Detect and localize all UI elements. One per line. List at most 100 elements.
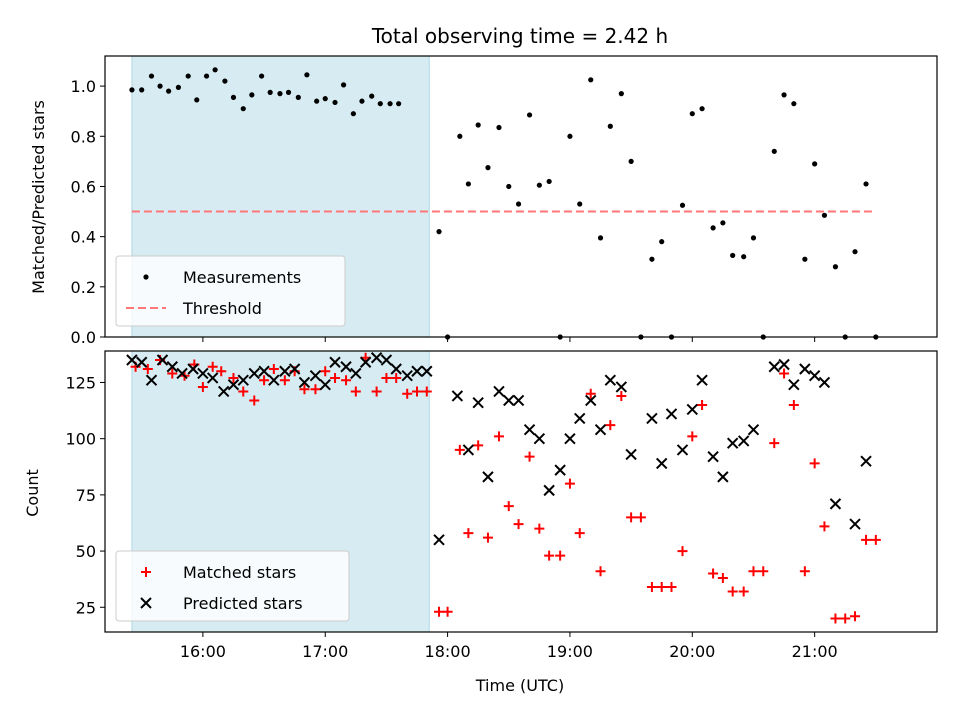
- plus-marker: [809, 458, 820, 469]
- x-marker: [523, 423, 536, 436]
- data-point: [314, 98, 320, 104]
- legend-label: Matched stars: [183, 563, 296, 582]
- x-tick-label: 18:00: [425, 642, 471, 661]
- data-point: [295, 94, 301, 100]
- plus-marker: [830, 613, 841, 624]
- plus-marker: [748, 566, 759, 577]
- plus-marker: [421, 386, 432, 397]
- data-point: [277, 91, 283, 97]
- plus-marker: [717, 573, 728, 584]
- plus-marker: [626, 512, 637, 523]
- plus-marker: [819, 521, 830, 532]
- plus-marker: [738, 586, 749, 597]
- x-marker: [462, 444, 475, 456]
- data-point: [396, 101, 402, 107]
- x-marker: [615, 381, 628, 393]
- x-marker: [665, 408, 678, 420]
- plus-marker: [861, 534, 872, 545]
- top-y-tick-label: 0.0: [71, 328, 96, 347]
- x-marker: [747, 423, 760, 436]
- x-marker: [258, 365, 270, 377]
- data-point: [720, 220, 726, 226]
- bottom-y-tick-label: 75: [76, 486, 96, 505]
- data-point: [465, 181, 471, 187]
- plus-marker: [197, 381, 208, 392]
- plus-marker: [677, 546, 688, 557]
- plus-marker: [666, 582, 677, 593]
- x-marker: [655, 457, 668, 470]
- data-point: [699, 106, 705, 112]
- top-y-axis-label: Matched/Predicted stars: [29, 100, 48, 294]
- x-marker: [451, 390, 464, 402]
- data-point: [710, 225, 716, 231]
- plus-marker: [299, 384, 310, 395]
- x-marker: [512, 394, 525, 407]
- plus-marker: [555, 550, 566, 561]
- data-point: [679, 202, 686, 208]
- plus-marker: [473, 440, 484, 451]
- plus-marker: [585, 388, 596, 399]
- legend-marker: [140, 597, 152, 609]
- data-point: [628, 158, 634, 164]
- data-point: [607, 123, 613, 129]
- x-marker: [176, 367, 188, 380]
- plus-marker: [434, 606, 445, 617]
- x-marker: [156, 354, 169, 366]
- data-point: [618, 91, 624, 97]
- legend-box: [115, 550, 350, 622]
- data-point: [175, 84, 182, 90]
- top-plot-frame: [104, 55, 938, 338]
- data-point: [852, 249, 858, 255]
- data-point: [781, 92, 787, 98]
- plus-marker: [454, 444, 465, 455]
- plus-marker: [779, 368, 790, 379]
- legend-marker: [141, 567, 151, 577]
- data-point: [157, 83, 163, 89]
- x-tick-label: 20:00: [669, 642, 715, 661]
- data-point: [148, 73, 155, 79]
- plus-marker: [371, 386, 382, 397]
- x-marker: [493, 385, 505, 398]
- x-marker: [370, 352, 383, 364]
- x-marker: [197, 367, 209, 380]
- data-point: [259, 73, 265, 79]
- x-marker: [187, 363, 199, 375]
- x-marker: [380, 354, 393, 366]
- x-marker: [676, 444, 689, 456]
- data-point: [526, 112, 533, 118]
- legend-label: Predicted stars: [183, 594, 303, 613]
- data-point: [546, 178, 552, 185]
- top-y-tick-label: 0.8: [71, 127, 96, 146]
- x-marker: [860, 455, 872, 467]
- x-marker: [737, 435, 750, 447]
- x-marker: [401, 370, 413, 382]
- data-point: [659, 239, 665, 245]
- data-point: [812, 161, 818, 167]
- legend-marker: [143, 274, 149, 280]
- legend-box: [115, 255, 346, 327]
- plus-marker: [574, 528, 585, 539]
- x-marker: [778, 358, 790, 371]
- x-marker: [543, 484, 555, 497]
- plus-marker: [788, 399, 799, 410]
- plus-marker: [616, 390, 627, 401]
- data-point: [475, 122, 481, 128]
- plus-marker: [259, 375, 270, 386]
- data-point: [567, 133, 573, 139]
- plus-marker: [463, 528, 474, 539]
- x-marker: [472, 396, 484, 409]
- data-point: [377, 101, 383, 107]
- x-tick-label: 19:00: [547, 642, 593, 661]
- plus-marker: [381, 372, 392, 383]
- data-point: [536, 182, 542, 188]
- data-point: [350, 111, 356, 117]
- top-y-tick-label: 0.2: [71, 278, 96, 297]
- bottom-y-tick-label: 100: [65, 430, 96, 449]
- plus-marker: [544, 550, 555, 561]
- top-y-tick-label: 0.6: [71, 177, 96, 196]
- x-marker: [359, 356, 372, 368]
- plus-marker: [216, 366, 227, 377]
- x-marker: [166, 361, 179, 373]
- data-point: [332, 99, 338, 106]
